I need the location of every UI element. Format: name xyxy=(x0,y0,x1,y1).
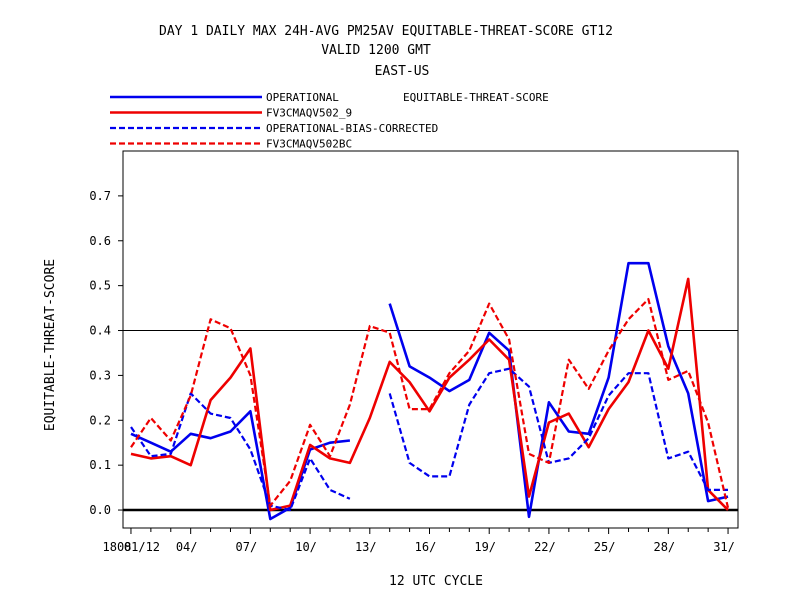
y-tick-label: 0.6 xyxy=(89,234,111,248)
x-tick-label: 22/ xyxy=(534,540,556,554)
y-tick-label: 0.5 xyxy=(89,279,111,293)
x-tick-label: 01/12 xyxy=(124,540,160,554)
y-tick-label: 0.3 xyxy=(89,368,111,382)
series-line-3 xyxy=(130,392,351,512)
series-line-3 xyxy=(388,367,728,491)
y-axis: 0.0 0.1 0.2 0.3 0.4 0.5 0.6 0.7 xyxy=(89,189,123,517)
chart-region: EAST-US xyxy=(375,64,430,79)
chart-title: DAY 1 DAILY MAX 24H-AVG PM25AV EQUITABLE… xyxy=(159,24,613,39)
y-tick-label: 0.2 xyxy=(89,413,111,427)
legend-title: EQUITABLE-THREAT-SCORE xyxy=(403,91,549,104)
x-tick-label: 28/ xyxy=(653,540,675,554)
legend-label-1: OPERATIONAL xyxy=(266,91,339,104)
series-lines xyxy=(130,261,730,521)
x-tick-label: 13/ xyxy=(355,540,377,554)
y-tick-label: 0.7 xyxy=(89,189,111,203)
legend-label-3: OPERATIONAL-BIAS-CORRECTED xyxy=(266,122,438,135)
chart-subtitle: VALID 1200 GMT xyxy=(321,43,431,58)
x-axis-label: 12 UTC CYCLE xyxy=(389,574,483,589)
legend: OPERATIONAL FV3CMAQV502_9 OPERATIONAL-BIAS… xyxy=(110,91,438,151)
y-tick-label: 0.1 xyxy=(89,458,111,472)
y-tick-label: 0.0 xyxy=(89,503,111,517)
reference-lines xyxy=(123,330,738,512)
x-tick-label: 19/ xyxy=(474,540,496,554)
y-axis-label: EQUITABLE-THREAT-SCORE xyxy=(43,259,58,431)
plot-frame xyxy=(122,150,739,529)
x-tick-label: 04/ xyxy=(176,540,198,554)
x-tick-label: 07/ xyxy=(236,540,258,554)
series-line-1 xyxy=(130,409,351,521)
x-tick-label: 25/ xyxy=(594,540,616,554)
x-tick-label: 31/ xyxy=(713,540,735,554)
x-tick-label: 10/ xyxy=(295,540,317,554)
legend-label-2: FV3CMAQV502_9 xyxy=(266,107,352,120)
x-tick-label: 1808 xyxy=(103,540,132,554)
series-line-2 xyxy=(130,277,729,512)
legend-label-4: FV3CMAQV502BC xyxy=(266,138,352,151)
x-tick-label: 16/ xyxy=(415,540,437,554)
y-tick-label: 0.4 xyxy=(89,324,111,338)
